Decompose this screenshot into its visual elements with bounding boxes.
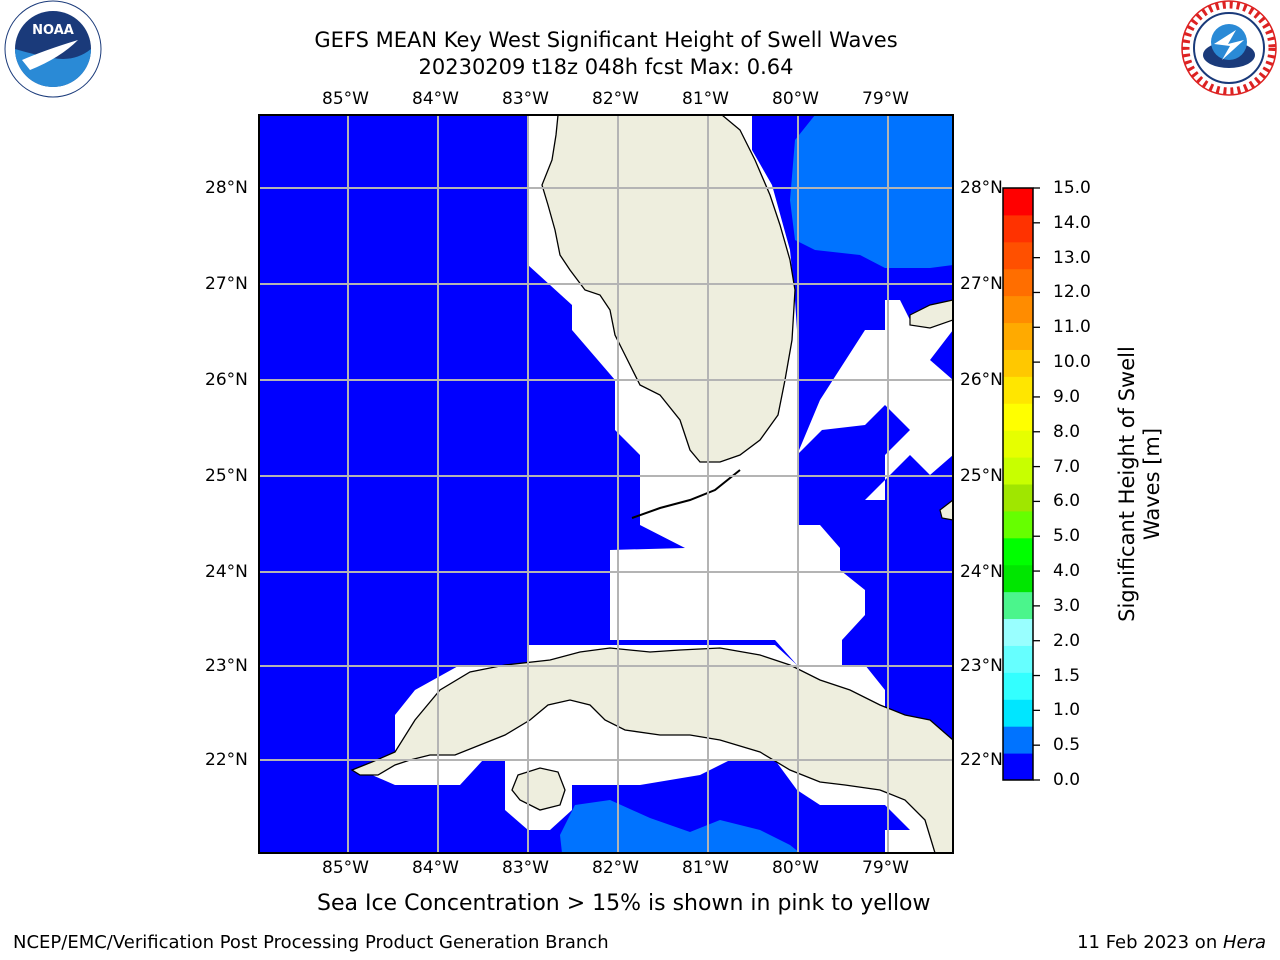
colorbar-segment — [1003, 699, 1033, 727]
colorbar-segment — [1003, 564, 1033, 593]
lon-label-top: 82°W — [592, 89, 639, 109]
lat-label-left: 26°N — [205, 370, 248, 390]
footer-left: NCEP/EMC/Verification Post Processing Pr… — [13, 932, 609, 953]
lat-label-left: 28°N — [205, 178, 248, 198]
lat-label-left: 23°N — [205, 656, 248, 676]
lon-label-bottom: 82°W — [592, 858, 639, 878]
lon-label-bottom: 80°W — [772, 858, 819, 878]
colorbar-tick-label: 13.0 — [1053, 247, 1091, 268]
lat-label-right: 27°N — [960, 274, 1003, 294]
lon-label-bottom: 83°W — [502, 858, 549, 878]
lon-label-top: 83°W — [502, 89, 549, 109]
colorbar-tick-label: 0.5 — [1053, 735, 1081, 756]
cuba-land — [350, 647, 954, 854]
lon-label-bottom: 79°W — [862, 858, 909, 878]
colorbar-tick-label: 6.0 — [1053, 491, 1081, 512]
colorbar-segment — [1003, 484, 1033, 512]
colorbar-label-line2: Waves [m] — [1140, 427, 1164, 541]
colorbar-segment — [1003, 672, 1033, 700]
colorbar-frame — [1002, 187, 1034, 781]
map-subtitle: 20230209 t18z 048h fcst Max: 0.64 — [418, 55, 794, 79]
swell-region-northeast — [790, 115, 953, 268]
noaa-logo-text: NOAA — [32, 23, 74, 38]
colorbar-tick-label: 4.0 — [1053, 561, 1081, 582]
colorbar-label: Significant Height of Swell Waves [m] — [1060, 346, 1220, 622]
colorbar-tick-label: 1.0 — [1053, 700, 1081, 721]
lon-label-top: 80°W — [772, 89, 819, 109]
colorbar-segment — [1003, 214, 1033, 243]
lon-label-top: 81°W — [682, 89, 729, 109]
colorbar-segment — [1003, 591, 1033, 620]
footer-date: 11 Feb 2023 on — [1077, 932, 1223, 953]
colorbar-tick-label: 14.0 — [1053, 212, 1091, 233]
lon-label-bottom: 85°W — [322, 858, 369, 878]
lat-label-right: 23°N — [960, 656, 1003, 676]
colorbar-tick-label: 8.0 — [1053, 421, 1081, 442]
lat-label-right: 28°N — [960, 178, 1003, 198]
lon-label-bottom: 81°W — [682, 858, 729, 878]
lat-label-left: 27°N — [205, 274, 248, 294]
lon-label-top: 85°W — [322, 89, 369, 109]
colorbar-segment — [1003, 376, 1033, 404]
map-frame — [258, 114, 954, 854]
colorbar-segment — [1003, 726, 1033, 754]
colorbar-segment — [1003, 403, 1033, 431]
colorbar-segment — [1003, 457, 1033, 485]
colorbar-tick-label: 11.0 — [1053, 317, 1091, 338]
colorbar-tick-label: 2.0 — [1053, 630, 1081, 651]
isla-juventud-land — [511, 767, 566, 811]
florida-keys — [631, 469, 741, 519]
colorbar-segment — [1003, 618, 1033, 646]
colorbar-label-line1: Significant Height of Swell — [1115, 346, 1139, 622]
map-title: GEFS MEAN Key West Significant Height of… — [314, 28, 898, 52]
colorbar-segment — [1003, 430, 1033, 458]
colorbar-tick-label: 5.0 — [1053, 526, 1081, 547]
lon-label-top: 79°W — [862, 89, 909, 109]
colorbar — [1003, 187, 1040, 781]
colorbar-tick-label: 9.0 — [1053, 386, 1081, 407]
colorbar-tick-label: 7.0 — [1053, 456, 1081, 477]
colorbar-segment — [1003, 753, 1033, 781]
colorbar-segment — [1003, 349, 1033, 377]
lat-label-right: 24°N — [960, 562, 1003, 582]
lon-label-bottom: 84°W — [412, 858, 459, 878]
colorbar-tick-label: 0.0 — [1053, 770, 1081, 790]
colorbar-segment — [1003, 241, 1033, 270]
colorbar-tick-label: 12.0 — [1053, 282, 1091, 303]
colorbar-tick-label: 3.0 — [1053, 595, 1081, 616]
colorbar-segment — [1003, 188, 1033, 216]
lat-label-left: 22°N — [205, 750, 248, 770]
colorbar-tick-label: 10.0 — [1053, 352, 1091, 373]
colorbar-segment — [1003, 322, 1033, 350]
footer-machine: Hera — [1222, 932, 1266, 953]
lat-label-right: 26°N — [960, 370, 1003, 390]
lat-label-right: 22°N — [960, 750, 1003, 770]
lon-label-top: 84°W — [412, 89, 459, 109]
florida-land — [541, 114, 796, 463]
colorbar-segment — [1003, 510, 1033, 539]
colorbar-segment — [1003, 268, 1033, 297]
footer-right: 11 Feb 2023 on Hera — [1077, 932, 1266, 954]
noaa-logo: NOAA — [0, 0, 106, 100]
colorbar-segment — [1003, 295, 1033, 324]
nodata-mask-small — [775, 575, 818, 620]
colorbar-tick-label: 1.5 — [1053, 665, 1081, 686]
swell-region-south — [560, 800, 800, 853]
colorbar-segment — [1003, 645, 1033, 673]
colorbar-segment — [1003, 537, 1033, 566]
lat-label-left: 24°N — [205, 562, 248, 582]
map-graticule — [259, 115, 953, 853]
lat-label-right: 25°N — [960, 466, 1003, 486]
colorbar-tick-label: 15.0 — [1053, 178, 1091, 198]
nws-logo — [1178, 0, 1280, 100]
sea-ice-caption: Sea Ice Concentration > 15% is shown in … — [317, 891, 931, 916]
lat-label-left: 25°N — [205, 466, 248, 486]
